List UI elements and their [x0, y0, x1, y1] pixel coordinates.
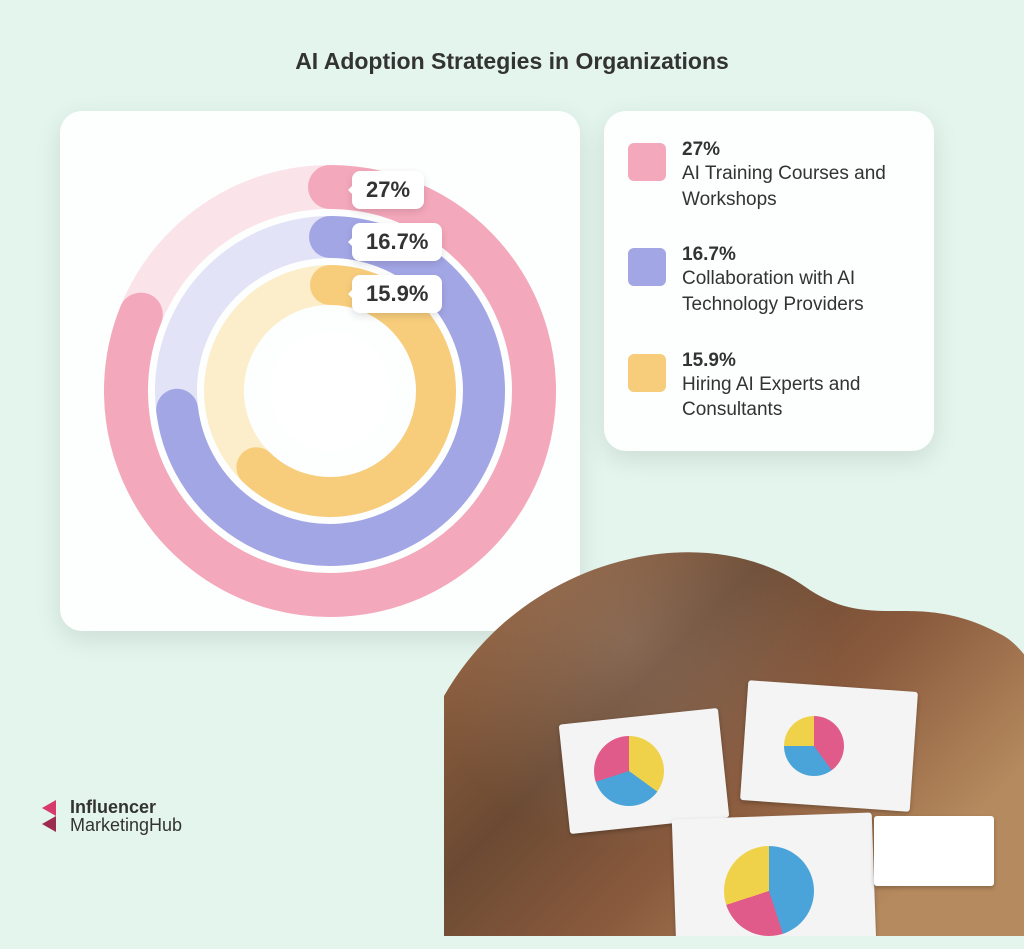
brand-logo: Influencer MarketingHub: [42, 798, 182, 834]
page-title: AI Adoption Strategies in Organizations: [0, 0, 1024, 75]
legend-item-2: 15.9% Hiring AI Experts and Consultants: [628, 350, 910, 423]
legend-label-0: AI Training Courses and Workshops: [682, 161, 910, 212]
legend-card: 27% AI Training Courses and Workshops 16…: [604, 111, 934, 451]
legend-item-0: 27% AI Training Courses and Workshops: [628, 139, 910, 212]
radial-chart: [70, 111, 570, 631]
legend-item-1: 16.7% Collaboration with AI Technology P…: [628, 244, 910, 317]
legend-percent-0: 27%: [682, 139, 910, 161]
logo-word-2: MarketingHub: [70, 816, 182, 834]
value-label-2: 15.9%: [352, 275, 442, 313]
legend-label-1: Collaboration with AI Technology Provide…: [682, 266, 910, 317]
logo-word-1: Influencer: [70, 798, 182, 816]
value-label-1: 16.7%: [352, 223, 442, 261]
value-label-0: 27%: [352, 171, 424, 209]
legend-swatch-2: [628, 354, 666, 392]
legend-percent-1: 16.7%: [682, 244, 910, 266]
content-row: 27% 16.7% 15.9% 27% AI Training Courses …: [0, 75, 1024, 631]
legend-percent-2: 15.9%: [682, 350, 910, 372]
legend-label-2: Hiring AI Experts and Consultants: [682, 372, 910, 423]
legend-swatch-1: [628, 248, 666, 286]
logo-icon: [42, 800, 62, 832]
chart-card: 27% 16.7% 15.9%: [60, 111, 580, 631]
legend-swatch-0: [628, 143, 666, 181]
